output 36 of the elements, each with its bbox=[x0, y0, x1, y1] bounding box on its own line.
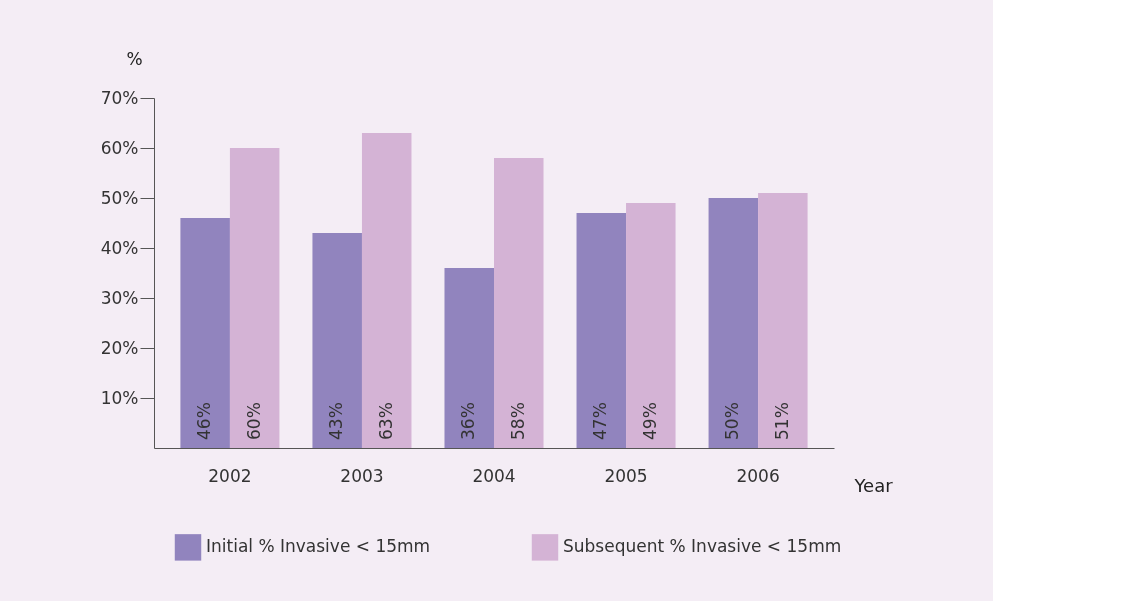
x-tick-label: 2003 bbox=[340, 465, 384, 486]
bar bbox=[444, 268, 494, 448]
legend-label: Initial % Invasive < 15mm bbox=[206, 536, 431, 557]
y-tick-label: 70% bbox=[100, 87, 139, 108]
bar bbox=[361, 133, 412, 448]
data-label: 58% bbox=[507, 402, 528, 440]
x-tick-label: 2005 bbox=[604, 465, 648, 486]
bar bbox=[758, 193, 808, 448]
y-tick-label: 10% bbox=[100, 387, 139, 408]
x-axis-title: Year bbox=[853, 474, 894, 496]
bar bbox=[229, 148, 280, 448]
data-label: 46% bbox=[194, 402, 215, 440]
data-label: 50% bbox=[722, 402, 743, 440]
data-label: 63% bbox=[375, 402, 396, 440]
bar bbox=[312, 233, 362, 448]
data-label: 60% bbox=[243, 402, 264, 440]
y-tick-label: 60% bbox=[100, 137, 139, 158]
y-tick-label: 50% bbox=[100, 187, 139, 208]
data-label: 47% bbox=[590, 402, 611, 440]
x-tick-label: 2004 bbox=[472, 465, 516, 486]
bar bbox=[708, 198, 759, 448]
bar bbox=[180, 218, 230, 448]
bar bbox=[576, 213, 627, 448]
y-axis-title: % bbox=[126, 48, 143, 69]
legend-label: Subsequent % Invasive < 15mm bbox=[563, 536, 842, 557]
data-label: 36% bbox=[458, 402, 479, 440]
y-tick-label: 20% bbox=[100, 337, 139, 358]
x-tick-label: 2002 bbox=[208, 465, 252, 486]
data-label: 49% bbox=[639, 402, 660, 440]
data-label: 51% bbox=[771, 402, 792, 440]
y-tick-label: 30% bbox=[100, 287, 139, 308]
bar bbox=[626, 203, 676, 448]
y-tick-label: 40% bbox=[100, 237, 139, 258]
x-tick-label: 2006 bbox=[736, 465, 780, 486]
data-label: 43% bbox=[326, 402, 347, 440]
bar bbox=[494, 158, 544, 448]
